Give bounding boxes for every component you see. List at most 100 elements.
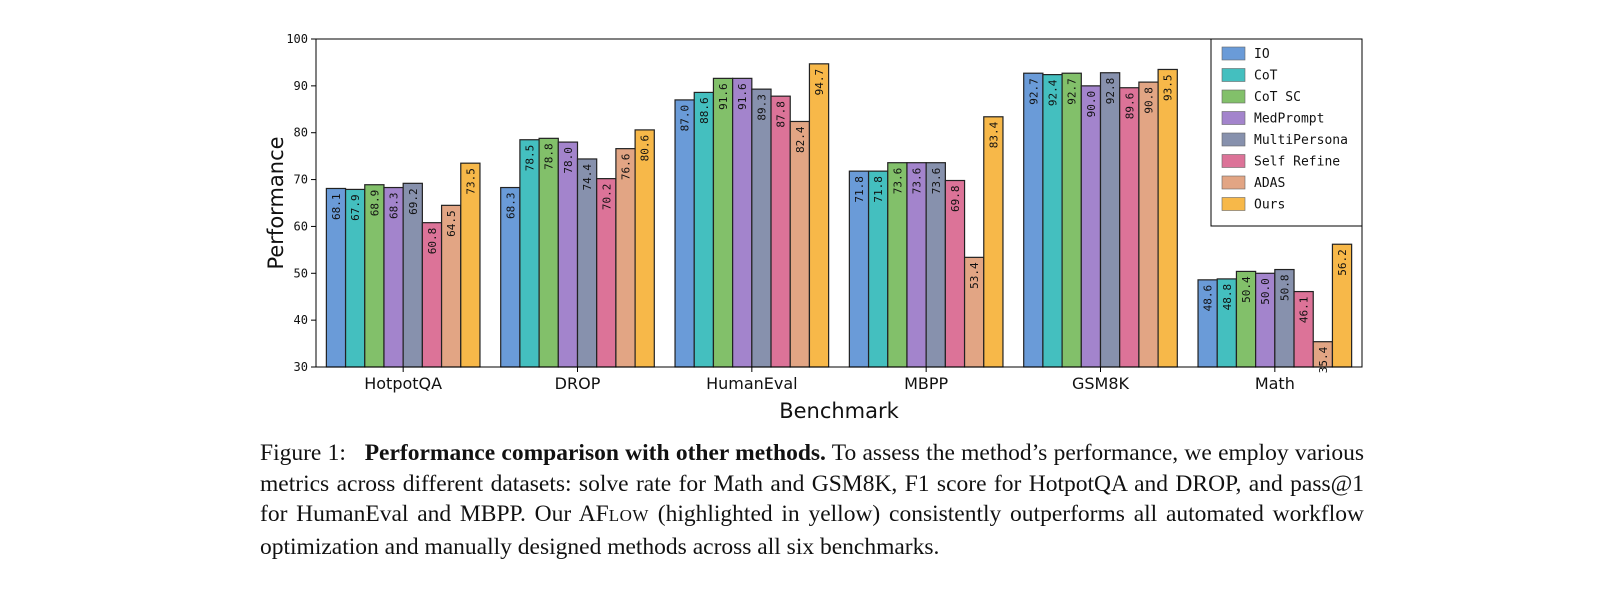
bar-drop-medprompt: [557, 141, 579, 368]
value-label-gsm8k-ours: 93.5: [1162, 74, 1175, 101]
value-label-hotpotqa-multipersona: 69.2: [407, 188, 420, 215]
x-axis: HotpotQA DROP HumanEval MBPP GSM8K Math: [364, 367, 1295, 393]
x-tick-label-gsm8k: GSM8K: [1072, 374, 1130, 393]
x-tick-label-hotpotqa: HotpotQA: [364, 374, 442, 393]
x-tick-label-humaneval: HumanEval: [706, 374, 798, 393]
y-tick-label-30: 30: [294, 360, 308, 374]
value-label-drop-io: 68.3: [504, 193, 517, 220]
legend-label-multipersona: MultiPersona: [1254, 133, 1348, 148]
method-name-smallcaps: LOW: [608, 506, 649, 525]
legend-label-adas: ADAS: [1254, 176, 1285, 191]
bar-drop-cot-sc: [538, 137, 559, 368]
y-tick-label-90: 90: [294, 79, 308, 93]
bar-gsm8k-adas: [1138, 81, 1159, 368]
value-label-gsm8k-multipersona: 92.8: [1104, 78, 1117, 105]
legend-swatch-adas: [1221, 175, 1246, 190]
y-tick-label-80: 80: [294, 126, 308, 140]
value-label-mbpp-cot: 71.8: [872, 176, 885, 203]
x-axis-title: Benchmark: [779, 399, 899, 423]
bar-gsm8k-self-refine: [1119, 87, 1140, 368]
value-label-hotpotqa-ours: 73.5: [464, 168, 477, 195]
value-label-gsm8k-medprompt: 90.0: [1085, 91, 1098, 118]
value-label-humaneval-io: 87.0: [679, 105, 692, 131]
bar-humaneval-ours: [808, 63, 830, 368]
legend-swatch-multipersona: [1221, 132, 1246, 147]
x-tick-label-mbpp: MBPP: [904, 374, 948, 393]
bars-layer: [325, 63, 1353, 368]
value-label-math-io: 48.6: [1202, 285, 1215, 312]
value-labels-layer: 68.1 67.9 68.9 68.3 69.2 60.8 64.5 73.5 68.3 78.5…: [330, 69, 1349, 373]
value-label-math-medprompt: 50.0: [1259, 278, 1272, 305]
legend: IO CoT CoT SC MedPrompt MultiPersona Self Ref…: [1210, 38, 1363, 227]
legend-swatch-self-refine: [1221, 154, 1246, 168]
bar-gsm8k-cot: [1042, 74, 1063, 368]
value-label-math-cot: 48.8: [1221, 284, 1234, 311]
legend-swatch-ours: [1221, 197, 1246, 211]
y-axis-title: Performance: [264, 136, 288, 269]
caption-text-start: To assess the method’s performance, we e…: [260, 440, 1365, 527]
bar-drop-cot: [519, 139, 540, 368]
value-label-mbpp-medprompt: 73.6: [911, 168, 924, 195]
x-tick-label-drop: DROP: [555, 374, 601, 393]
value-label-gsm8k-cot: 92.4: [1047, 79, 1060, 106]
method-name-caps: AF: [578, 501, 609, 527]
value-label-drop-medprompt: 78.0: [562, 147, 575, 174]
value-label-humaneval-multipersona: 89.3: [755, 94, 768, 121]
y-tick-label-70: 70: [294, 173, 308, 187]
caption-text-end: (highlighted in yellow) consistently out…: [260, 501, 1364, 560]
legend-label-cot-sc: CoT SC: [1254, 90, 1301, 105]
value-label-hotpotqa-io: 68.1: [330, 193, 343, 220]
value-label-gsm8k-io: 92.7: [1027, 78, 1040, 105]
bar-humaneval-cot: [693, 91, 715, 368]
legend-label-io: IO: [1254, 47, 1270, 62]
legend-swatch-medprompt: [1221, 111, 1246, 125]
value-label-drop-self-refine: 70.2: [600, 184, 613, 211]
bar-humaneval-io: [674, 99, 695, 368]
bar-humaneval-self-refine: [770, 95, 791, 368]
value-label-math-ours: 56.2: [1336, 249, 1349, 276]
bar-humaneval-adas: [789, 120, 811, 368]
bar-humaneval-multipersona: [751, 88, 772, 368]
legend-label-self-refine: Self Refine: [1254, 155, 1340, 170]
value-label-mbpp-adas: 53.4: [968, 262, 981, 289]
bar-drop-adas: [615, 148, 636, 368]
value-label-hotpotqa-adas: 64.5: [445, 210, 458, 237]
caption-label: Figure 1:: [260, 440, 346, 466]
legend-swatch-cot-sc: [1221, 89, 1246, 104]
value-label-mbpp-ours: 83.4: [987, 121, 1000, 148]
legend-swatch-cot: [1221, 68, 1246, 82]
y-axis: 30 40 50 60 70 80 90 100: [286, 32, 316, 374]
value-label-gsm8k-cot-sc: 92.7: [1066, 78, 1079, 105]
value-label-humaneval-cot: 88.6: [698, 97, 711, 124]
y-tick-label-50: 50: [294, 266, 308, 280]
value-label-drop-multipersona: 74.4: [581, 164, 594, 191]
bar-gsm8k-cot-sc: [1061, 72, 1082, 368]
value-label-math-cot-sc: 50.4: [1240, 276, 1253, 303]
method-name: AFLOW: [579, 501, 649, 527]
value-label-drop-ours: 80.6: [639, 135, 652, 162]
bar-gsm8k-io: [1023, 72, 1044, 368]
value-label-drop-cot-sc: 78.8: [543, 143, 556, 170]
value-label-math-multipersona: 50.8: [1278, 275, 1291, 302]
value-label-mbpp-cot-sc: 73.6: [891, 168, 904, 195]
value-label-humaneval-cot-sc: 91.6: [717, 83, 730, 110]
value-label-mbpp-io: 71.8: [853, 176, 866, 203]
value-label-hotpotqa-cot-sc: 68.9: [368, 190, 381, 217]
value-label-gsm8k-adas: 90.8: [1143, 87, 1156, 114]
figure-caption: Figure 1: Performance comparison with ot…: [260, 438, 1364, 562]
value-label-mbpp-self-refine: 69.8: [949, 186, 962, 213]
bar-chart: 68.1 67.9 68.9 68.3 69.2 60.8 64.5 73.5 68.3 78.5…: [264, 32, 1363, 423]
value-label-hotpotqa-self-refine: 60.8: [426, 228, 439, 255]
x-tick-label-math: Math: [1255, 374, 1295, 393]
value-label-hotpotqa-cot: 67.9: [349, 194, 362, 221]
bar-humaneval-cot-sc: [712, 77, 734, 368]
value-label-humaneval-medprompt: 91.6: [736, 83, 749, 110]
bar-humaneval-medprompt: [732, 77, 753, 368]
value-label-humaneval-ours: 94.7: [813, 69, 826, 96]
y-tick-label-40: 40: [294, 313, 308, 327]
value-label-drop-cot: 78.5: [524, 145, 537, 172]
value-label-mbpp-multipersona: 73.6: [930, 168, 943, 195]
legend-label-medprompt: MedPrompt: [1254, 112, 1324, 127]
bar-drop-ours: [634, 129, 655, 368]
bar-gsm8k-ours: [1157, 68, 1178, 368]
